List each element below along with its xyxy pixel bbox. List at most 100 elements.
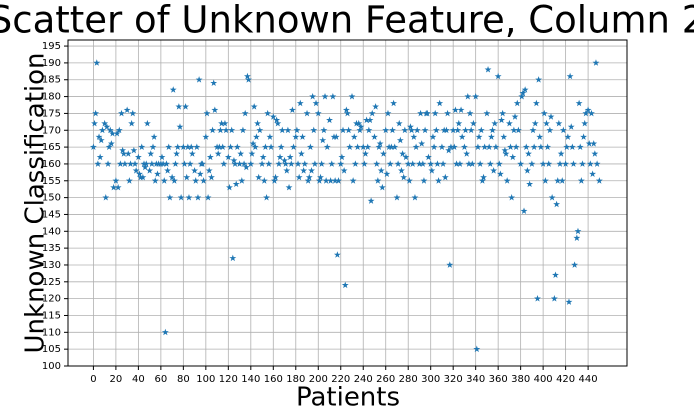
data-point [581,119,589,127]
data-point [195,76,203,83]
data-point [476,160,484,167]
data-point [494,72,502,80]
data-point [509,153,517,161]
data-point [297,150,305,157]
data-point [305,173,313,181]
data-point [98,126,106,134]
x-tick-label: 420 [556,374,575,385]
data-point [220,160,228,167]
data-point [259,153,267,161]
data-point [573,234,581,241]
data-point [273,116,281,124]
data-point [344,109,351,117]
data-point [356,126,364,134]
data-point [371,133,378,140]
data-point [592,59,600,66]
data-point [244,72,251,80]
data-point [539,160,547,167]
x-tick-label: 400 [534,374,553,385]
data-point [526,180,534,188]
data-point [320,126,328,134]
data-point [253,133,260,140]
data-point [405,177,413,184]
data-point [427,160,435,167]
y-tick-label: 140 [42,226,61,237]
data-point [461,143,468,151]
data-point [487,133,495,140]
data-point [550,295,558,302]
data-point [227,143,234,151]
data-point [119,146,127,154]
data-point [113,130,121,137]
data-point [256,126,264,134]
data-point [172,160,179,167]
data-point [490,167,498,174]
data-point [263,194,270,201]
data-point [565,298,573,305]
data-point [247,160,255,167]
data-point [262,143,269,151]
data-point [120,150,128,157]
data-point [413,126,421,134]
data-point [124,150,132,157]
data-point [206,153,214,161]
data-point [141,163,149,171]
data-point [500,133,508,140]
data-point [525,150,532,157]
data-point [384,109,392,117]
data-point [104,160,112,167]
data-point [454,126,462,134]
y-tick-label: 160 [42,159,61,170]
data-point [519,89,527,97]
data-point [536,133,544,140]
data-point [507,143,514,151]
data-point [354,143,362,151]
x-axis-label: Patients [296,383,400,413]
data-point [219,143,227,151]
data-point [275,160,283,167]
data-point [215,143,223,151]
data-point [165,143,173,151]
data-point [241,109,249,117]
data-point [564,133,572,140]
data-point [308,167,315,174]
data-point [498,116,505,124]
data-point [400,173,408,181]
data-point [532,99,540,107]
y-tick-label: 155 [42,176,61,187]
data-point [430,143,438,151]
data-point [486,160,494,167]
y-tick-label: 100 [42,361,61,372]
data-point [464,92,472,100]
data-point [105,143,113,151]
data-point [431,109,439,117]
data-point [184,143,192,151]
data-point [559,126,567,134]
data-point [484,66,492,73]
x-tick-label: 260 [376,374,395,385]
data-point [254,119,261,127]
data-point [393,194,401,201]
y-tick-label: 195 [42,41,61,52]
data-point [364,143,372,151]
data-point [359,143,367,151]
data-point [160,177,168,184]
data-point [89,143,97,151]
data-point [121,160,129,167]
data-point [322,177,330,184]
data-point [439,160,447,167]
data-point [285,183,293,191]
data-point [394,160,402,167]
data-point [409,160,417,167]
data-point [360,160,368,167]
data-point [193,143,201,151]
data-point [529,126,537,134]
data-point [231,160,239,167]
data-point [514,126,522,134]
data-point [125,177,133,184]
data-point [282,160,290,167]
data-point [112,177,120,184]
data-point [274,119,282,127]
data-point [563,143,571,151]
data-point [372,103,380,110]
